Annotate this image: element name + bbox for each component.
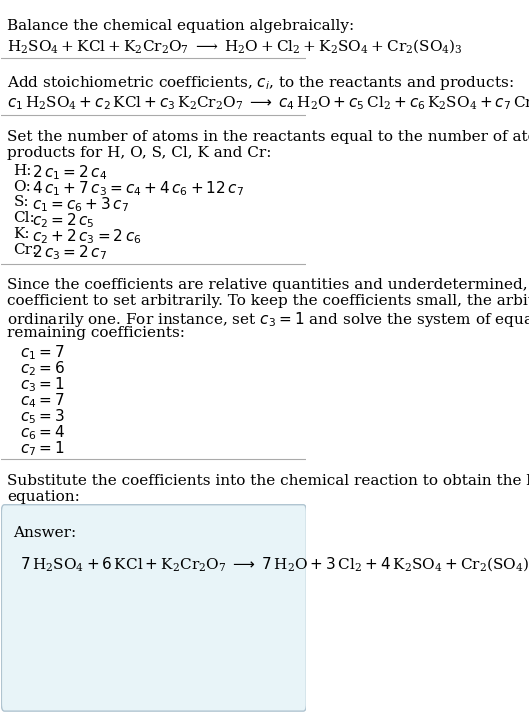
Text: $\mathregular{H_2SO_4 + KCl + K_2Cr_2O_7 \;\longrightarrow\; H_2O + Cl_2 + K_2SO: $\mathregular{H_2SO_4 + KCl + K_2Cr_2O_7…	[7, 38, 463, 55]
Text: $c_1 = c_6 + 3\,c_7$: $c_1 = c_6 + 3\,c_7$	[32, 196, 129, 214]
Text: coefficient to set arbitrarily. To keep the coefficients small, the arbitrary va: coefficient to set arbitrarily. To keep …	[7, 294, 529, 308]
Text: Cl:: Cl:	[14, 212, 35, 225]
Text: $c_1\, \mathregular{H_2SO_4} + c_2\, \mathregular{KCl} + c_3\, \mathregular{K_2C: $c_1\, \mathregular{H_2SO_4} + c_2\, \ma…	[7, 94, 529, 113]
Text: K:: K:	[14, 228, 30, 241]
Text: $c_7 = 1$: $c_7 = 1$	[20, 439, 65, 457]
Text: Answer:: Answer:	[14, 526, 77, 540]
Text: $c_6 = 4$: $c_6 = 4$	[20, 423, 65, 441]
Text: products for H, O, S, Cl, K and Cr:: products for H, O, S, Cl, K and Cr:	[7, 146, 272, 160]
Text: equation:: equation:	[7, 489, 80, 504]
Text: Since the coefficients are relative quantities and underdetermined, choose a: Since the coefficients are relative quan…	[7, 278, 529, 292]
Text: $c_3 = 1$: $c_3 = 1$	[20, 375, 65, 394]
Text: $c_5 = 3$: $c_5 = 3$	[20, 407, 65, 425]
Text: $c_2 = 2\,c_5$: $c_2 = 2\,c_5$	[32, 212, 95, 230]
Text: Set the number of atoms in the reactants equal to the number of atoms in the: Set the number of atoms in the reactants…	[7, 130, 529, 144]
Text: Balance the chemical equation algebraically:: Balance the chemical equation algebraica…	[7, 20, 355, 33]
Text: Add stoichiometric coefficients, $c_i$, to the reactants and products:: Add stoichiometric coefficients, $c_i$, …	[7, 74, 514, 92]
Text: $c_1 = 7$: $c_1 = 7$	[20, 343, 65, 362]
Text: Substitute the coefficients into the chemical reaction to obtain the balanced: Substitute the coefficients into the che…	[7, 473, 529, 488]
Text: $c_2 = 6$: $c_2 = 6$	[20, 359, 65, 378]
Text: Cr:: Cr:	[14, 244, 38, 257]
Text: $4\,c_1 + 7\,c_3 = c_4 + 4\,c_6 + 12\,c_7$: $4\,c_1 + 7\,c_3 = c_4 + 4\,c_6 + 12\,c_…	[32, 180, 244, 198]
Text: $c_4 = 7$: $c_4 = 7$	[20, 391, 65, 410]
Text: $c_2 + 2\,c_3 = 2\,c_6$: $c_2 + 2\,c_3 = 2\,c_6$	[32, 228, 141, 246]
Text: $2\,c_3 = 2\,c_7$: $2\,c_3 = 2\,c_7$	[32, 244, 107, 262]
Text: $7\,\mathregular{H_2SO_4} + 6\,\mathregular{KCl} + \mathregular{K_2Cr_2O_7} \;\l: $7\,\mathregular{H_2SO_4} + 6\,\mathregu…	[20, 555, 529, 573]
FancyBboxPatch shape	[2, 505, 306, 711]
Text: O:: O:	[14, 180, 31, 193]
Text: $2\,c_1 = 2\,c_4$: $2\,c_1 = 2\,c_4$	[32, 164, 107, 182]
Text: remaining coefficients:: remaining coefficients:	[7, 326, 186, 340]
Text: ordinarily one. For instance, set $c_3 = 1$ and solve the system of equations fo: ordinarily one. For instance, set $c_3 =…	[7, 310, 529, 329]
Text: S:: S:	[14, 196, 29, 209]
Text: H:: H:	[14, 164, 32, 177]
